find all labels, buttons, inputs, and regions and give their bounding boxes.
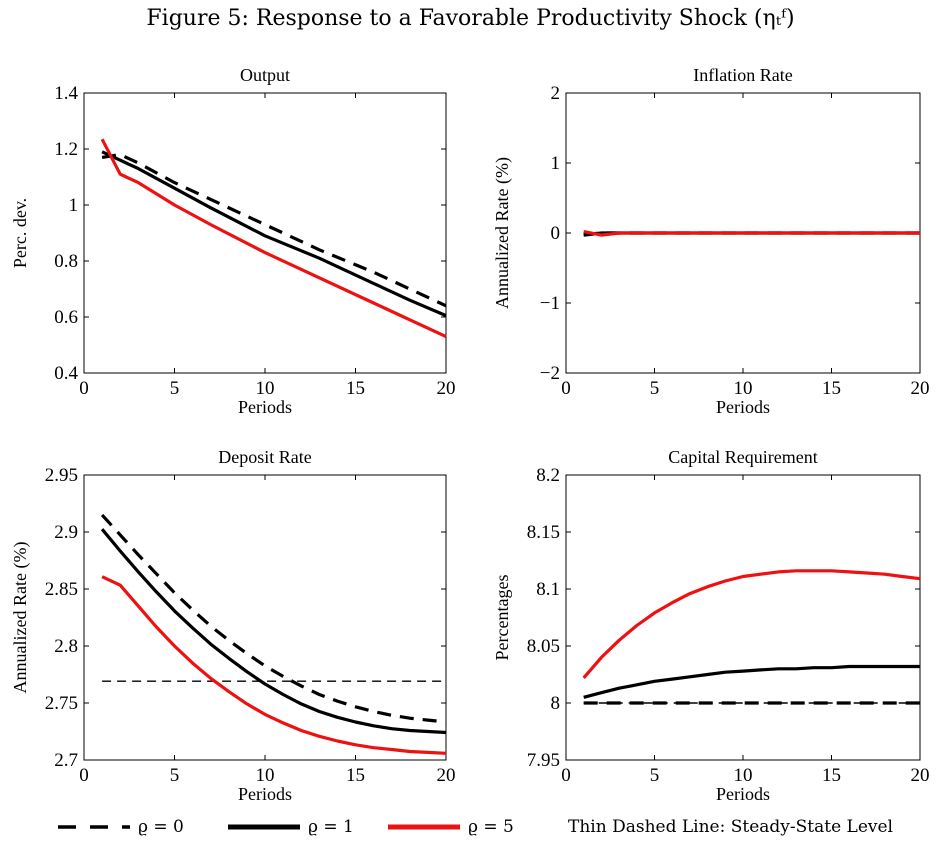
legend-item-rho-5: ϱ = 5 bbox=[388, 812, 514, 842]
x-tick-label: 10 bbox=[256, 765, 275, 786]
chart-title: Capital Requirement bbox=[668, 447, 817, 467]
x-tick-label: 0 bbox=[79, 378, 89, 399]
x-axis-label: Periods bbox=[716, 397, 770, 417]
chart-panel-2: 0 5 10 15 20 2.7 2.75 2.8 2.85 2.9 2.95 Deposit Rat… bbox=[10, 447, 456, 804]
series-line-1 bbox=[100, 528, 447, 735]
x-tick-label: 0 bbox=[79, 765, 89, 786]
y-tick-label: 8.15 bbox=[527, 522, 560, 543]
y-tick-label: 8.1 bbox=[536, 579, 560, 600]
x-axis-label: Periods bbox=[238, 397, 292, 417]
x-tick-label: 10 bbox=[734, 765, 753, 786]
y-tick-label: 1.4 bbox=[54, 83, 78, 104]
chart-panel-0: 0 5 10 15 20 0.4 0.6 0.8 1 1.2 1.4 Output Periods Per… bbox=[10, 65, 456, 417]
y-tick-label: 2.7 bbox=[54, 750, 78, 771]
x-tick-label: 5 bbox=[170, 378, 180, 399]
y-tick-label: 0.8 bbox=[54, 251, 78, 272]
series-line-2 bbox=[101, 575, 447, 755]
chart-panel-3: 0 5 10 15 20 7.95 8 8.05 8.1 8.15 8.2 Capital Requi… bbox=[492, 447, 930, 804]
charts-canvas: 0 5 10 15 200.40.60.811.21.4OutputPeriodsPer… bbox=[10, 65, 930, 804]
series-line-0 bbox=[100, 513, 447, 724]
y-axis-label: Perc. dev. bbox=[10, 198, 30, 268]
figure-title: Figure 5: Response to a Favorable Produc… bbox=[0, 6, 941, 31]
x-tick-label: 15 bbox=[346, 378, 365, 399]
y-tick-label: 2.95 bbox=[45, 465, 78, 486]
y-tick-label: 1 bbox=[69, 195, 79, 216]
x-tick-label: 5 bbox=[650, 765, 660, 786]
y-tick-label: 0 bbox=[551, 223, 561, 244]
series-line-1 bbox=[583, 664, 920, 699]
legend-swatch-solid-black bbox=[228, 812, 300, 842]
x-tick-label: 20 bbox=[911, 765, 930, 786]
chart-panel-1: 0 5 10 15 20 −2 −1 0 1 2 Inflation Rate Periods Annu… bbox=[492, 65, 930, 417]
x-tick-label: 15 bbox=[822, 378, 841, 399]
plot-frame bbox=[83, 92, 447, 374]
legend-label-rho-0: ϱ = 0 bbox=[138, 817, 184, 837]
x-tick-label: 5 bbox=[650, 378, 660, 399]
plot-frame bbox=[565, 474, 921, 761]
series-line-2 bbox=[583, 230, 920, 237]
x-tick-label: 15 bbox=[346, 765, 365, 786]
y-tick-label: 8.2 bbox=[536, 465, 560, 486]
y-tick-label: 2.85 bbox=[45, 579, 78, 600]
y-tick-label: 8.05 bbox=[527, 636, 560, 657]
x-tick-label: 20 bbox=[437, 765, 456, 786]
x-tick-label: 15 bbox=[822, 765, 841, 786]
plot-frame bbox=[83, 474, 447, 761]
chart-title: Output bbox=[240, 65, 290, 85]
series-line-1 bbox=[101, 150, 447, 318]
y-tick-label: 1 bbox=[551, 153, 561, 174]
y-tick-label: 1.2 bbox=[54, 139, 78, 160]
y-axis-label: Annualized Rate (%) bbox=[10, 542, 31, 694]
legend-label-rho-1: ϱ = 1 bbox=[308, 817, 354, 837]
y-axis-label: Percentages bbox=[492, 575, 512, 661]
series-line-2 bbox=[582, 569, 921, 679]
chart-title: Deposit Rate bbox=[218, 447, 311, 467]
x-axis-label: Periods bbox=[716, 784, 770, 804]
y-tick-label: 2.75 bbox=[45, 693, 78, 714]
legend-item-rho-1: ϱ = 1 bbox=[228, 812, 354, 842]
legend-swatch-solid-red bbox=[388, 812, 460, 842]
x-tick-label: 10 bbox=[256, 378, 275, 399]
y-tick-label: 0.4 bbox=[54, 363, 78, 384]
y-tick-label: −1 bbox=[540, 293, 560, 314]
x-tick-label: 5 bbox=[170, 765, 180, 786]
y-tick-label: 8 bbox=[551, 693, 561, 714]
legend: ϱ = 0 ϱ = 1 ϱ = 5 Thin Dashed Line: Stea… bbox=[0, 812, 941, 842]
figure-title-text: Figure 5: Response to a Favorable Produc… bbox=[146, 6, 795, 31]
y-axis-label: Annualized Rate (%) bbox=[492, 157, 513, 309]
y-tick-label: 2.9 bbox=[54, 522, 78, 543]
y-tick-label: 0.6 bbox=[54, 307, 78, 328]
x-tick-label: 20 bbox=[911, 378, 930, 399]
legend-swatch-dashed-black bbox=[58, 812, 130, 842]
y-tick-label: 7.95 bbox=[527, 750, 560, 771]
legend-label-rho-5: ϱ = 5 bbox=[468, 817, 514, 837]
x-axis-label: Periods bbox=[238, 784, 292, 804]
y-tick-label: 2.8 bbox=[54, 636, 78, 657]
y-tick-label: −2 bbox=[540, 363, 560, 384]
x-tick-label: 0 bbox=[561, 378, 571, 399]
series-line-0 bbox=[101, 153, 447, 308]
x-tick-label: 0 bbox=[561, 765, 571, 786]
x-tick-label: 20 bbox=[437, 378, 456, 399]
y-tick-label: 2 bbox=[551, 83, 561, 104]
series-line-2 bbox=[100, 138, 447, 339]
chart-title: Inflation Rate bbox=[693, 65, 792, 85]
legend-item-rho-0: ϱ = 0 bbox=[58, 812, 184, 842]
steady-state-note: Thin Dashed Line: Steady-State Level bbox=[568, 817, 893, 837]
x-tick-label: 10 bbox=[734, 378, 753, 399]
